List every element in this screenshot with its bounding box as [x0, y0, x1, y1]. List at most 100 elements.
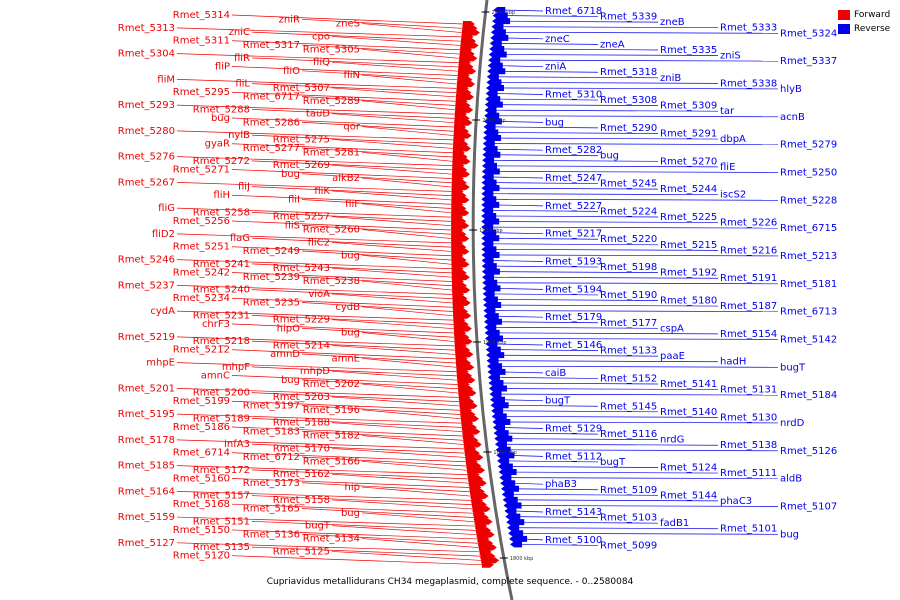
forward-leader-line	[176, 27, 462, 38]
forward-leader-line	[231, 220, 452, 231]
forward-leader-line	[361, 23, 462, 33]
reverse-leader-line	[495, 87, 779, 90]
reverse-gene-mark	[484, 324, 497, 331]
forward-gene-label: Rmet_5231	[193, 310, 250, 321]
forward-leader-line	[301, 405, 461, 415]
forward-gene-label: bugT	[305, 521, 331, 532]
reverse-leader-line	[491, 210, 599, 212]
reverse-gene-mark	[484, 329, 500, 336]
reverse-gene-mark	[483, 307, 496, 314]
reverse-gene-label: zniA	[545, 62, 566, 73]
reverse-leader-line	[491, 193, 719, 196]
forward-gene-label: Rmet_5189	[193, 413, 250, 424]
reverse-gene-label: Rmet_5144	[660, 490, 717, 501]
reverse-leader-line	[497, 65, 544, 68]
reverse-gene-mark	[490, 396, 506, 403]
reverse-leader-line	[499, 393, 779, 396]
forward-leader-line	[231, 143, 453, 154]
forward-leader-line	[251, 31, 462, 42]
reverse-gene-mark	[485, 96, 501, 103]
forward-gene-label: fliH	[213, 190, 230, 201]
reverse-gene-label: Rmet_5282	[545, 145, 602, 156]
reverse-leader-line	[498, 54, 719, 56]
reverse-gene-mark	[481, 240, 494, 247]
reverse-gene-mark	[509, 535, 528, 542]
reverse-leader-line	[507, 460, 599, 463]
forward-leader-line	[331, 396, 460, 407]
reverse-gene-label: Rmet_5270	[660, 156, 717, 167]
forward-gene-label: Rmet_5271	[173, 164, 230, 175]
reverse-gene-label: Rmet_5333	[720, 23, 777, 34]
reverse-leader-line	[497, 365, 779, 368]
forward-leader-line	[361, 332, 455, 342]
forward-leader-line	[176, 259, 452, 269]
forward-gene-label: Rmet_5307	[273, 83, 330, 94]
reverse-gene-label: dbpA	[720, 134, 746, 145]
scale-tick-label: 2050 kbp	[492, 10, 516, 16]
forward-leader-line	[331, 113, 455, 124]
reverse-gene-mark	[481, 218, 500, 225]
forward-gene-label: fliM	[157, 74, 175, 85]
reverse-gene-label: Rmet_5198	[600, 262, 657, 273]
forward-leader-line	[251, 366, 458, 377]
forward-gene-label: cpo	[312, 31, 330, 42]
reverse-gene-mark	[483, 123, 496, 130]
reverse-leader-line	[494, 326, 659, 329]
reverse-gene-label: Rmet_5107	[780, 501, 837, 512]
forward-leader-line	[331, 499, 473, 510]
forward-gene-label: Rmet_5166	[303, 456, 360, 467]
reverse-gene-label: Rmet_5181	[780, 279, 837, 290]
reverse-gene-label: Rmet_5100	[545, 535, 602, 546]
reverse-gene-label: Rmet_5190	[600, 290, 657, 301]
forward-gene-label: mhpD	[300, 366, 330, 377]
forward-gene-label: Rmet_5317	[243, 40, 300, 51]
reverse-gene-label: Rmet_6715	[780, 223, 837, 234]
forward-gene-label: Rmet_5162	[273, 469, 330, 480]
leader-lines	[176, 9, 779, 566]
forward-leader-line	[231, 194, 452, 205]
forward-gene-label: Rmet_5168	[173, 499, 230, 510]
reverse-gene-label: Rmet_5191	[720, 273, 777, 284]
forward-gene-label: Rmet_5281	[303, 147, 360, 158]
forward-leader-line	[331, 525, 477, 536]
forward-gene-label: mhpE	[146, 358, 175, 369]
reverse-leader-line	[493, 310, 779, 312]
forward-gene-label: Rmet_5235	[243, 298, 300, 309]
reverse-gene-mark	[481, 229, 497, 236]
forward-leader-line	[301, 18, 463, 29]
forward-leader-line	[231, 40, 461, 51]
forward-gene-label: Rmet_6717	[243, 92, 300, 103]
reverse-gene-label: Rmet_5184	[780, 390, 837, 401]
forward-leader-line	[361, 48, 460, 59]
reverse-leader-line	[493, 304, 719, 307]
forward-gene-label: tauD	[306, 109, 330, 120]
reverse-gene-mark	[489, 391, 502, 398]
forward-gene-label: Rmet_5246	[118, 255, 175, 266]
reverse-gene-mark	[490, 29, 506, 36]
forward-gene-label: Rmet_5249	[243, 246, 300, 257]
forward-leader-line	[301, 533, 479, 544]
forward-gene-label: Rmet_5136	[243, 529, 300, 540]
forward-leader-line	[301, 173, 452, 184]
scale-ticks: 2050 kbp 2000 kbp 1950 kbp 1900 kbp 1850 kbp…	[469, 10, 533, 562]
reverse-gene-label: bugT	[600, 457, 626, 468]
forward-leader-line	[176, 233, 452, 244]
reverse-leader-line	[495, 343, 544, 346]
forward-leader-line	[231, 169, 452, 179]
reverse-gene-mark	[487, 374, 500, 381]
forward-gene-label: infA3	[224, 439, 250, 450]
reverse-gene-label: tar	[720, 106, 735, 117]
reverse-gene-mark	[503, 502, 522, 509]
forward-leader-line	[231, 349, 456, 360]
reverse-leader-line	[517, 527, 719, 530]
reverse-leader-line	[516, 521, 659, 524]
forward-leader-line	[251, 263, 452, 274]
reverse-gene-label: Rmet_5279	[780, 140, 837, 151]
forward-gene-label: Rmet_5172	[193, 465, 250, 476]
reverse-gene-mark	[484, 112, 500, 119]
reverse-gene-mark	[495, 446, 511, 453]
reverse-gene-mark	[491, 23, 504, 30]
reverse-gene-label: caiB	[545, 368, 566, 379]
reverse-gene-label: paaE	[660, 351, 685, 362]
